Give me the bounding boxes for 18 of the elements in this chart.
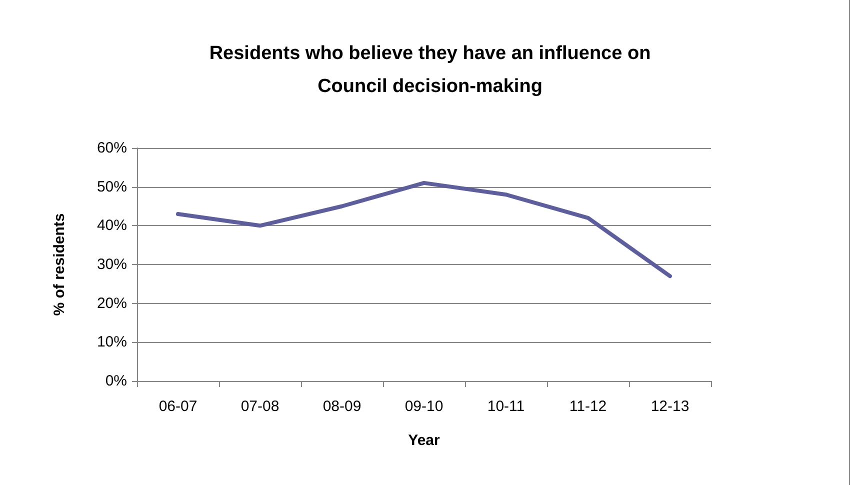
x-tick-label: 12-13	[650, 398, 690, 415]
x-tick-label: 11-12	[569, 398, 607, 415]
x-tick-label: 06-07	[158, 398, 198, 415]
y-tick-label: 30%	[96, 256, 127, 273]
x-tick-label: 10-11	[487, 398, 525, 415]
x-tick-label: 09-10	[404, 398, 444, 415]
y-tick-label: 50%	[96, 178, 127, 196]
y-tick-label: 0%	[105, 372, 127, 390]
line-series	[176, 180, 672, 278]
x-tick-label: 07-08	[240, 398, 280, 415]
x-tick-label: 08-09	[322, 398, 362, 415]
y-tick-label: 40%	[96, 217, 127, 234]
y-axis-title: % of residents	[51, 213, 68, 316]
y-tick-label: 60%	[96, 140, 127, 156]
x-axis-title: Year	[408, 432, 440, 449]
chart-title: Residents who believe they have an influence on Council decision-making	[209, 43, 651, 97]
y-tick-label: 10%	[96, 334, 127, 351]
y-tick-label: 20%	[96, 294, 127, 312]
